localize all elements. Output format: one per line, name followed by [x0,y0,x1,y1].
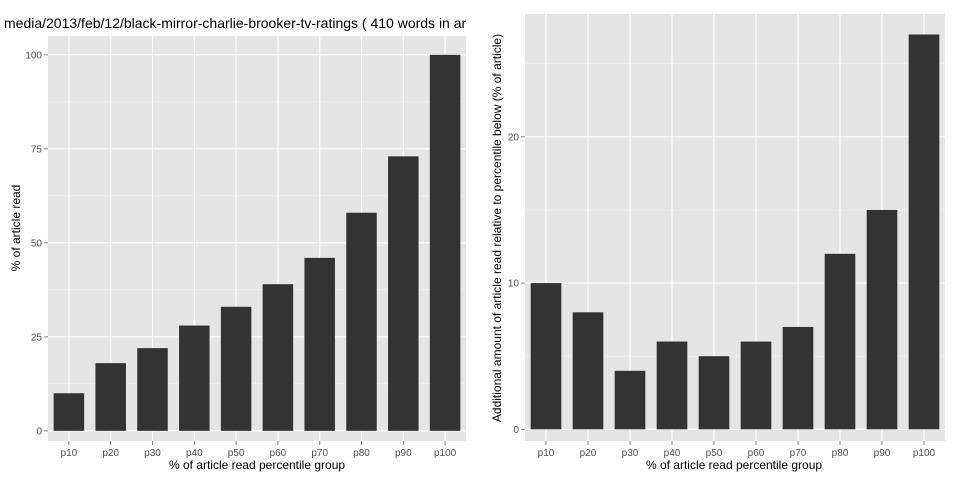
left-x-tick-label: p80 [353,448,370,459]
left-x-tick-label: p30 [144,448,161,459]
right-bar-p90 [866,209,898,430]
left-x-tick-label: p100 [434,448,457,459]
left-bar-p30 [137,348,168,431]
right-bar-p30 [614,370,646,430]
right-y-axis-title: Additional amount of article read relati… [490,34,504,422]
left-bar-p50 [220,306,252,431]
left-bar-p90 [388,156,419,431]
right-x-tick-label: p30 [622,448,639,459]
left-x-tick-label: p50 [228,448,245,459]
left-y-tick-label: 25 [31,332,43,343]
left-bar-p10 [53,393,85,431]
right-x-tick-label: p90 [874,448,891,459]
right-x-tick-label: p80 [832,448,849,459]
right-x-tick-label: p60 [748,448,765,459]
right-bar-p70 [782,326,814,430]
left-y-tick-label: 100 [25,50,42,61]
right-bar-p10 [530,283,562,430]
left-x-tick-label: p70 [311,448,328,459]
right-bar-p50 [698,356,730,430]
right-x-tick-label: p40 [664,448,681,459]
left-x-tick-label: p60 [270,448,287,459]
right-x-tick-label: p20 [580,448,597,459]
left-y-axis-title: % of article read [9,185,23,272]
right-y-tick-label: 10 [508,279,520,290]
left-bar-p100 [429,54,461,431]
right-y-tick-label: 0 [513,425,519,436]
left-x-axis-title: % of article read percentile group [169,458,345,472]
left-x-tick-label: p40 [186,448,203,459]
left-y-tick-label: 75 [31,144,43,155]
right-bar-p40 [656,341,688,430]
left-bar-p20 [95,363,126,431]
left-bar-p80 [346,212,377,431]
left-x-tick-label: p10 [61,448,78,459]
left-bar-p40 [179,325,210,431]
right-x-tick-label: p10 [538,448,555,459]
left-bar-p60 [262,284,294,431]
left-y-tick-label: 50 [31,238,43,249]
right-x-tick-label: p70 [790,448,807,459]
left-chart-title: media/2013/feb/12/black-mirror-charlie-b… [4,15,467,31]
right-bar-p100 [908,34,940,430]
left-x-tick-label: p20 [102,448,119,459]
left-y-tick-label: 0 [36,426,42,437]
right-bar-p20 [572,312,604,430]
right-x-tick-label: p100 [913,448,936,459]
left-bar-p70 [304,257,335,431]
right-bar-p60 [740,341,772,430]
right-bar-p80 [824,253,856,430]
right-chart: 0 10 20 p10 p20 p30 p40 p50 p60 p70 p80 p90 p100 [508,14,945,459]
right-x-axis-title: % of article read percentile group [646,458,822,472]
left-x-tick-label: p90 [395,448,412,459]
right-x-tick-label: p50 [706,448,723,459]
left-chart: 0 25 50 75 100 p10 p20 p30 p40 p50 p60 p70 p80 p90 p10… [25,36,466,459]
right-y-tick-label: 20 [508,132,520,143]
